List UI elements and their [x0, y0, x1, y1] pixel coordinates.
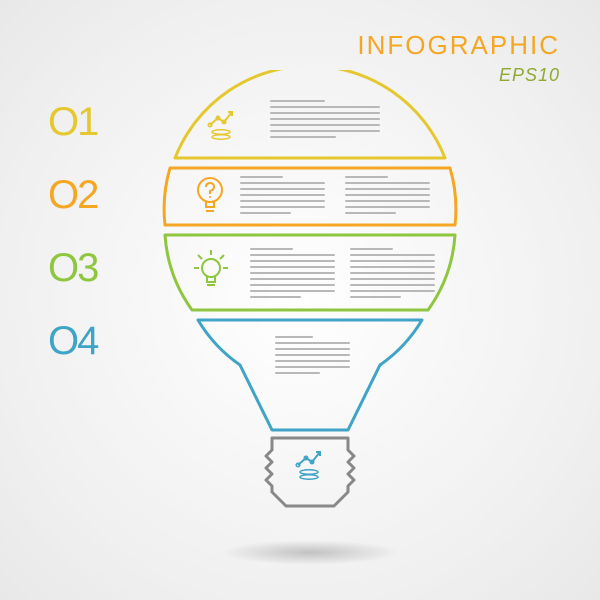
num-3: O3	[48, 246, 97, 291]
text-block-3a	[250, 248, 335, 302]
num-4: O4	[48, 319, 97, 364]
bulb-infographic	[140, 70, 480, 560]
text-block-3b	[350, 248, 435, 302]
num-2: O2	[48, 173, 97, 218]
num-1: O1	[48, 100, 97, 145]
bulb-svg	[140, 70, 480, 560]
text-block-1	[270, 100, 380, 142]
text-block-2b	[345, 176, 430, 218]
bulb-shadow	[220, 540, 400, 565]
text-block-4	[275, 336, 350, 378]
page-title: INFOGRAPHIC	[357, 30, 560, 61]
segment-numbers: O1 O2 O3 O4	[48, 100, 97, 392]
text-block-2a	[240, 176, 325, 218]
